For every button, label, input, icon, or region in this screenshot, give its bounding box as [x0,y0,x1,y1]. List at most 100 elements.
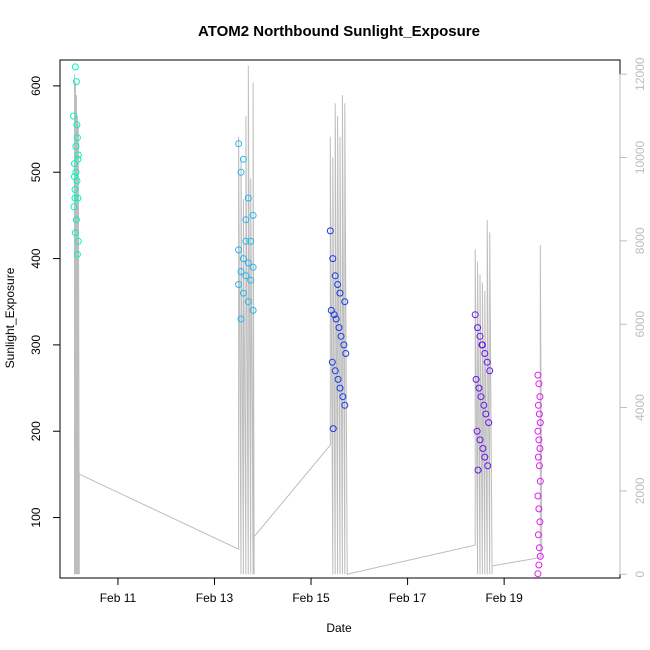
data-point [480,401,488,409]
data-point [534,401,542,409]
data-point [74,151,82,159]
points-layer [70,63,544,578]
data-point [483,358,491,366]
data-point [331,367,339,375]
y-tick-label: 400 [29,248,43,268]
data-point [242,216,250,224]
data-point [329,255,337,263]
data-point [74,237,82,245]
y2-tick-label: 0 [633,571,647,578]
data-point [330,311,338,319]
data-point [335,324,343,332]
data-point [342,350,350,357]
data-point [73,250,81,258]
data-point [242,272,250,280]
data-point [237,315,245,323]
data-point [535,505,543,513]
data-point [486,367,494,375]
data-point [485,419,493,427]
x-axis-label: Date [326,621,352,635]
data-point [535,410,543,418]
data-point [339,393,347,401]
y-tick-label: 500 [29,162,43,182]
data-point [484,462,492,470]
data-point [535,544,543,552]
y2-tick-label: 6000 [633,311,647,338]
data-point [334,375,342,383]
data-point [536,552,544,560]
data-point [244,259,252,267]
data-point [476,436,484,444]
y2-tick-label: 2000 [633,477,647,504]
data-point [481,453,489,461]
data-point [534,531,542,539]
data-point [247,276,255,284]
y2-tick-label: 8000 [633,227,647,254]
y-tick-label: 600 [29,76,43,96]
data-point [535,436,543,444]
series-0 [70,63,82,258]
data-point [336,384,344,392]
data-point [334,281,342,288]
series-2 [326,227,350,433]
data-point [244,194,252,202]
data-point [71,63,79,71]
data-point [249,263,257,271]
secondary-line-layer [74,65,543,575]
x-tick-label: Feb 13 [196,591,234,605]
data-point [71,160,78,168]
axes-layer: Feb 11 Feb 13 Feb 15 Feb 17 Feb 19 100 200 300 4… [29,57,647,605]
data-point [536,445,544,452]
y-tick-label: 300 [29,335,43,355]
data-point [244,298,252,306]
data-point [478,341,486,349]
data-point [536,419,544,427]
data-point [536,477,544,485]
data-point [336,289,344,297]
data-point [235,281,243,288]
data-point [237,168,245,176]
data-point [70,112,77,120]
data-point [534,371,542,379]
y2-tick-label: 4000 [633,394,647,421]
series-3 [471,311,494,474]
data-point [479,445,487,452]
data-point [249,306,257,314]
data-point [71,229,79,237]
data-point [242,237,250,245]
data-point [73,134,81,142]
data-point [337,332,345,340]
data-point [235,246,243,254]
data-point [71,194,79,202]
data-point [474,324,482,332]
data-point [341,298,349,306]
data-point [329,425,337,433]
data-point [535,462,543,470]
data-point [535,380,543,388]
x-tick-label: Feb 17 [389,591,427,605]
data-point [475,384,483,392]
data-point [534,570,542,578]
y2-tick-label: 10000 [633,141,647,175]
data-point [73,121,81,129]
data-point [72,216,80,224]
data-point [72,78,80,86]
data-point [71,173,78,181]
data-point [239,289,247,297]
data-point [477,393,485,401]
data-point [239,155,247,163]
data-point [476,332,484,340]
data-point [481,350,489,357]
data-point [70,203,78,211]
data-point [482,410,490,418]
y-tick-label: 200 [29,421,43,441]
data-point [328,358,336,366]
data-point [326,227,334,235]
data-point [71,186,79,193]
data-point [235,140,243,148]
data-point [535,561,543,569]
data-point [247,237,255,245]
data-point [237,268,245,275]
data-point [534,492,542,500]
